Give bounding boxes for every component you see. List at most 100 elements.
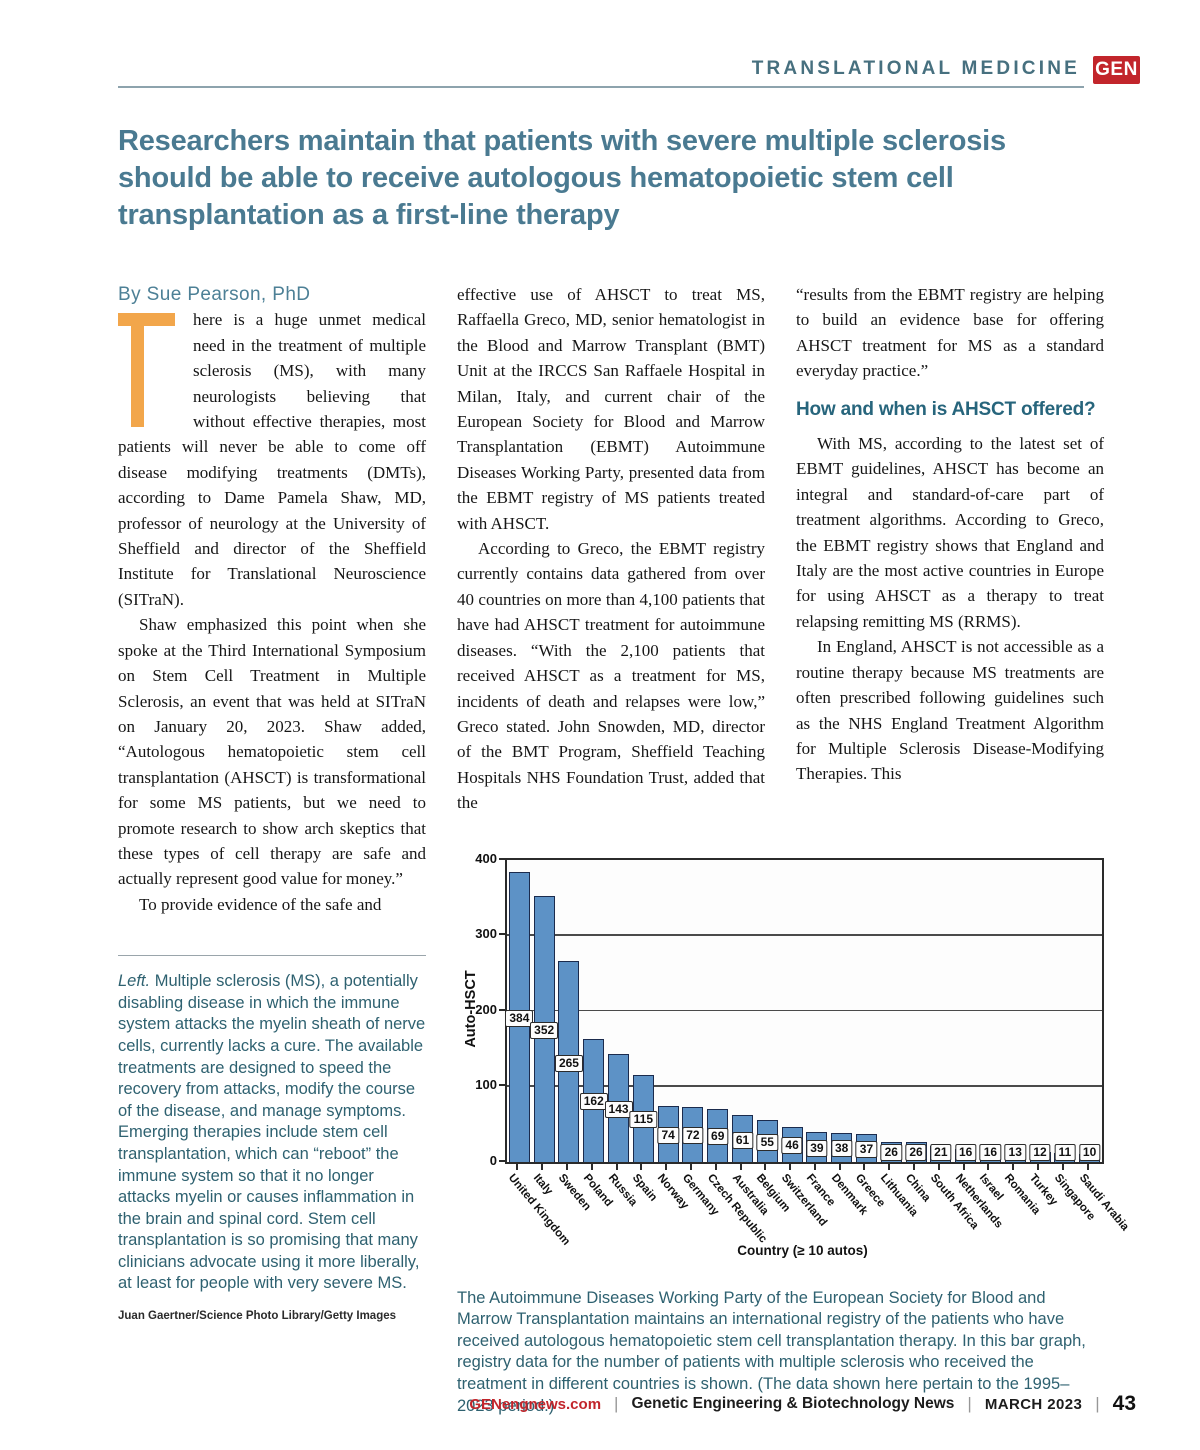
bar-value-label: 11 — [1054, 1143, 1076, 1161]
y-tick — [499, 1008, 505, 1011]
bar-value-label: 26 — [880, 1143, 902, 1161]
x-tick — [665, 1163, 668, 1170]
header-rule — [118, 86, 1084, 88]
x-tick — [739, 1163, 742, 1170]
paragraph: With MS, according to the latest set of … — [796, 434, 1104, 631]
y-tick-label: 100 — [475, 1077, 497, 1093]
article-headline: Researchers maintain that patients with … — [118, 125, 1006, 231]
x-tick — [962, 1163, 965, 1170]
bar-value-label: 38 — [831, 1140, 853, 1158]
gen-logo: GEN — [1093, 56, 1140, 84]
paragraph-dropcap: T here is a huge unmet medical need in t… — [118, 307, 426, 612]
x-tick — [565, 1163, 568, 1170]
bar-value-label: 16 — [954, 1143, 977, 1161]
paragraph-text: here is a huge unmet medical need in the… — [118, 310, 426, 609]
bar-value-label: 16 — [979, 1143, 1002, 1161]
column-1: By Sue Pearson, PhD T here is a huge unm… — [118, 282, 426, 1417]
paragraph: Shaw emphasized this point when she spok… — [118, 615, 426, 889]
footer-site: GENengnews.com — [469, 1395, 602, 1413]
x-tick — [913, 1163, 916, 1170]
dropcap-stem — [131, 313, 144, 428]
footer-issue: MARCH 2023 — [984, 1395, 1083, 1413]
bar-chart: Auto-HSCT 384 352 265 162 143 115 74 72 69 61 55 46… — [457, 850, 1131, 1272]
column-2: effective use of AHSCT to treat MS, Raff… — [457, 282, 765, 816]
photo-caption-lead: Left. — [118, 972, 151, 991]
caption-divider — [118, 955, 426, 957]
byline: By Sue Pearson, PhD — [118, 284, 311, 305]
x-tick — [714, 1163, 717, 1170]
bar-value-label: 69 — [707, 1128, 729, 1146]
paragraph: In England, AHSCT is not accessible as a… — [796, 637, 1104, 784]
y-tick-label: 0 — [489, 1152, 497, 1168]
paragraph: To provide evidence of the safe and — [139, 894, 382, 914]
y-tick — [499, 933, 505, 936]
bar-value-label: 10 — [1078, 1143, 1101, 1161]
bar-value-label: 55 — [756, 1133, 778, 1151]
y-tick — [499, 1084, 505, 1087]
bar-value-label: 21 — [930, 1143, 952, 1161]
bar-value-label: 74 — [657, 1126, 679, 1144]
x-tick — [615, 1163, 618, 1170]
photo-caption: Left. Multiple sclerosis (MS), a potenti… — [118, 971, 426, 1295]
section-subhead: How and when is AHSCT offered? — [796, 398, 1096, 420]
paragraph: effective use of AHSCT to treat MS, Raff… — [457, 285, 765, 533]
bar-value-label: 72 — [682, 1127, 704, 1145]
bar-value-label: 265 — [554, 1054, 583, 1072]
x-tick-label: Italy — [530, 1171, 555, 1197]
x-tick — [937, 1163, 940, 1170]
page-header: TRANSLATIONAL MEDICINE GEN — [118, 56, 1140, 90]
x-tick — [590, 1163, 593, 1170]
gridline — [507, 1009, 1102, 1012]
bar-value-label: 39 — [806, 1139, 828, 1157]
x-tick — [1086, 1163, 1089, 1170]
x-tick — [640, 1163, 643, 1170]
bar-value-label: 61 — [731, 1131, 754, 1149]
footer-separator: | — [614, 1394, 619, 1413]
x-tick — [541, 1163, 544, 1170]
y-tick-label: 200 — [475, 1001, 497, 1017]
x-tick — [764, 1163, 767, 1170]
bar-value-label: 115 — [629, 1111, 658, 1129]
column-3: “results from the EBMT registry are help… — [796, 282, 1104, 816]
dropcap-bar — [118, 313, 175, 327]
paragraph: According to Greco, the EBMT registry cu… — [457, 539, 765, 813]
x-axis-label: Country (≥ 10 autos) — [737, 1242, 868, 1258]
x-tick — [813, 1163, 816, 1170]
photo-credit: Juan Gaertner/Science Photo Library/Gett… — [118, 1310, 397, 1323]
footer-page-number: 43 — [1112, 1392, 1136, 1415]
x-tick — [838, 1163, 841, 1170]
bar-value-label: 143 — [604, 1100, 633, 1118]
y-tick-label: 300 — [475, 926, 497, 942]
bar-value-label: 352 — [530, 1021, 559, 1039]
right-region: effective use of AHSCT to treat MS, Raff… — [457, 282, 1131, 1417]
text-row: effective use of AHSCT to treat MS, Raff… — [457, 282, 1105, 816]
paragraph: “results from the EBMT registry are help… — [796, 285, 1104, 381]
y-tick — [499, 857, 505, 860]
x-tick — [789, 1163, 792, 1170]
x-tick — [863, 1163, 866, 1170]
x-tick — [516, 1163, 519, 1170]
x-tick — [1037, 1163, 1040, 1170]
figure-caption: The Autoimmune Diseases Working Party of… — [457, 1288, 1086, 1415]
bar-value-label: 12 — [1029, 1143, 1051, 1161]
section-title: TRANSLATIONAL MEDICINE — [751, 58, 1080, 79]
bar-value-label: 26 — [905, 1143, 927, 1161]
footer-separator: | — [1095, 1394, 1100, 1413]
page-footer: GENengnews.com | Genetic Engineering & B… — [469, 1392, 1136, 1416]
bar-value-label: 384 — [505, 1009, 534, 1027]
bar-value-label: 46 — [781, 1137, 803, 1155]
x-tick — [689, 1163, 692, 1170]
dropcap-letter-T: T — [118, 313, 178, 429]
gridline — [507, 1085, 1102, 1087]
article-body: By Sue Pearson, PhD T here is a huge unm… — [118, 282, 1131, 1417]
y-tick — [499, 1159, 505, 1162]
x-tick — [987, 1163, 990, 1170]
bar-value-label: 37 — [855, 1140, 878, 1158]
photo-caption-text: Multiple sclerosis (MS), a potentially d… — [118, 972, 426, 1293]
y-tick-label: 400 — [475, 850, 497, 866]
x-tick — [1012, 1163, 1015, 1170]
x-tick — [888, 1163, 891, 1170]
footer-publication: Genetic Engineering & Biotechnology News — [631, 1395, 955, 1412]
gridline — [507, 934, 1102, 936]
